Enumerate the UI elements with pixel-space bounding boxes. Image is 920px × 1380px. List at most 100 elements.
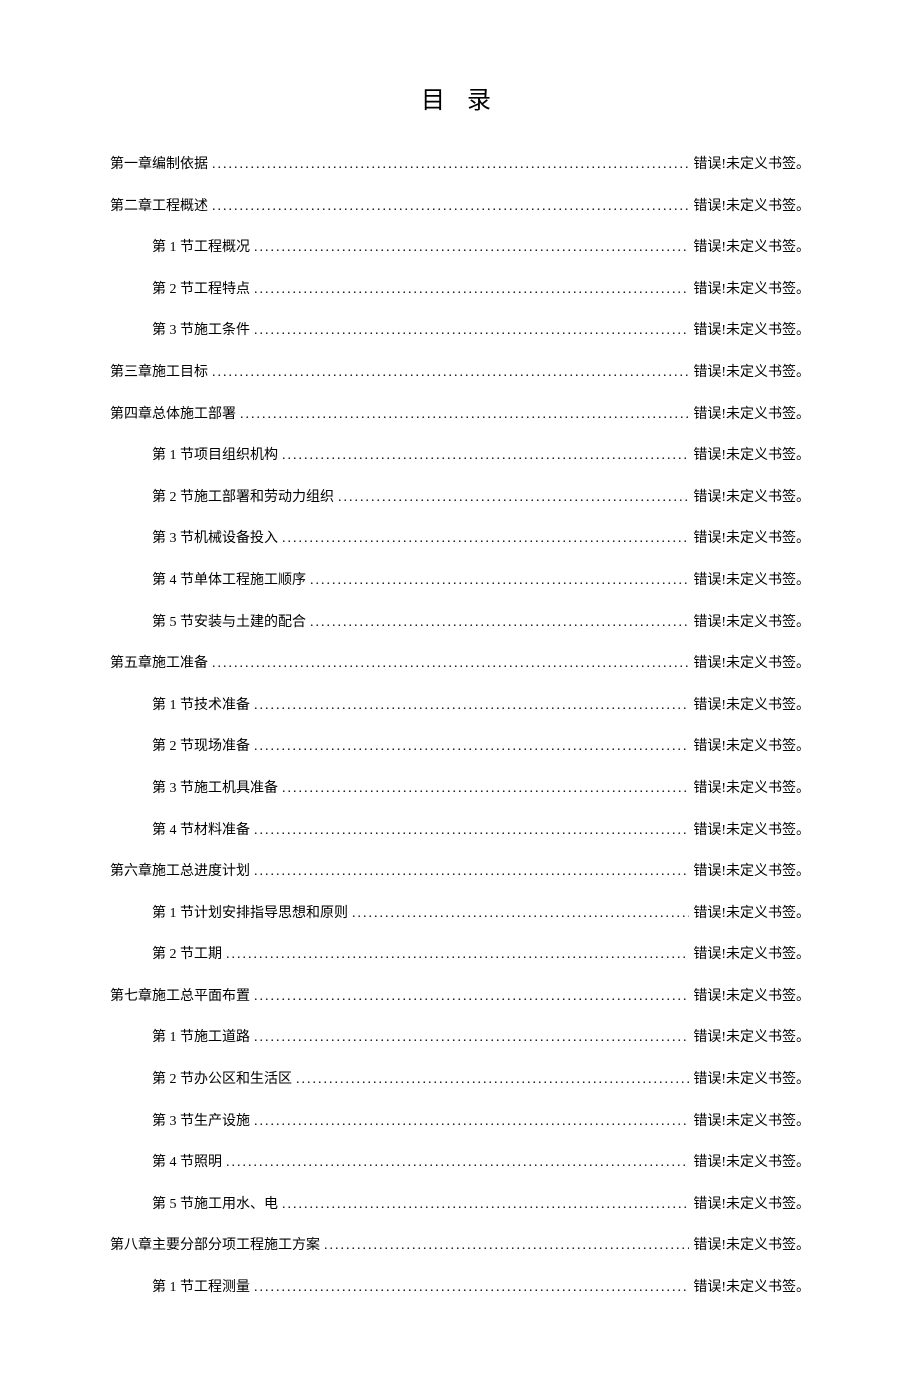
toc-leader-dots (212, 155, 689, 175)
toc-leader-dots (254, 280, 689, 300)
toc-label: 第 3 节施工机具准备 (152, 779, 278, 799)
toc-page-ref: 错误!未定义书签。 (693, 1112, 810, 1132)
toc-label: 第 3 节机械设备投入 (152, 529, 278, 549)
toc-entry: 第 1 节项目组织机构 错误!未定义书签。 (110, 446, 810, 466)
toc-entry: 第 4 节单体工程施工顺序 错误!未定义书签。 (110, 571, 810, 591)
toc-leader-dots (324, 1236, 689, 1256)
toc-label: 第二章工程概述 (110, 197, 208, 217)
toc-page-ref: 错误!未定义书签。 (693, 696, 810, 716)
toc-page-ref: 错误!未定义书签。 (693, 654, 810, 674)
toc-page-ref: 错误!未定义书签。 (693, 945, 810, 965)
toc-label: 第 4 节材料准备 (152, 821, 250, 841)
toc-leader-dots (254, 987, 689, 1007)
toc-entry: 第三章施工目标 错误!未定义书签。 (110, 363, 810, 383)
toc-entry: 第 2 节施工部署和劳动力组织 错误!未定义书签。 (110, 488, 810, 508)
toc-label: 第 1 节工程测量 (152, 1278, 250, 1298)
toc-entry: 第 3 节生产设施 错误!未定义书签。 (110, 1112, 810, 1132)
toc-entry: 第 3 节施工条件 错误!未定义书签。 (110, 321, 810, 341)
toc-entry: 第 5 节安装与土建的配合 错误!未定义书签。 (110, 613, 810, 633)
toc-entry: 第七章施工总平面布置 错误!未定义书签。 (110, 987, 810, 1007)
toc-label: 第三章施工目标 (110, 363, 208, 383)
toc-leader-dots (212, 197, 689, 217)
toc-leader-dots (254, 862, 689, 882)
toc-label: 第 5 节安装与土建的配合 (152, 613, 306, 633)
toc-page-ref: 错误!未定义书签。 (693, 405, 810, 425)
toc-leader-dots (254, 696, 689, 716)
toc-label: 第 1 节施工道路 (152, 1028, 250, 1048)
toc-page-ref: 错误!未定义书签。 (693, 155, 810, 175)
toc-page-ref: 错误!未定义书签。 (693, 987, 810, 1007)
toc-label: 第 2 节施工部署和劳动力组织 (152, 488, 334, 508)
toc-page-ref: 错误!未定义书签。 (693, 1278, 810, 1298)
toc-leader-dots (310, 613, 689, 633)
toc-leader-dots (296, 1070, 689, 1090)
toc-page-ref: 错误!未定义书签。 (693, 488, 810, 508)
toc-label: 第八章主要分部分项工程施工方案 (110, 1236, 320, 1256)
toc-label: 第六章施工总进度计划 (110, 862, 250, 882)
toc-label: 第五章施工准备 (110, 654, 208, 674)
toc-entry: 第 2 节工程特点 错误!未定义书签。 (110, 280, 810, 300)
toc-page-ref: 错误!未定义书签。 (693, 1070, 810, 1090)
toc-page-ref: 错误!未定义书签。 (693, 779, 810, 799)
toc-label: 第 4 节照明 (152, 1153, 222, 1173)
toc-page-ref: 错误!未定义书签。 (693, 529, 810, 549)
toc-leader-dots (282, 1195, 689, 1215)
toc-page-ref: 错误!未定义书签。 (693, 904, 810, 924)
toc-leader-dots (254, 821, 689, 841)
toc-page-ref: 错误!未定义书签。 (693, 613, 810, 633)
toc-entry: 第 1 节工程测量 错误!未定义书签。 (110, 1278, 810, 1298)
toc-entry: 第五章施工准备 错误!未定义书签。 (110, 654, 810, 674)
toc-leader-dots (254, 1028, 689, 1048)
toc-entry: 第二章工程概述错误!未定义书签。 (110, 197, 810, 217)
toc-leader-dots (352, 904, 689, 924)
toc-entry: 第 1 节工程概况错误!未定义书签。 (110, 238, 810, 258)
toc-entry: 第 3 节施工机具准备 错误!未定义书签。 (110, 779, 810, 799)
toc-page-ref: 错误!未定义书签。 (693, 363, 810, 383)
toc-entry: 第 2 节现场准备 错误!未定义书签。 (110, 737, 810, 757)
toc-page-ref: 错误!未定义书签。 (693, 1195, 810, 1215)
toc-leader-dots (282, 446, 689, 466)
toc-page-ref: 错误!未定义书签。 (693, 1236, 810, 1256)
toc-leader-dots (338, 488, 689, 508)
toc-leader-dots (282, 529, 689, 549)
toc-page-ref: 错误!未定义书签。 (693, 238, 810, 258)
toc-label: 第四章总体施工部署 (110, 405, 236, 425)
toc-page-ref: 错误!未定义书签。 (693, 571, 810, 591)
toc-label: 第 3 节生产设施 (152, 1112, 250, 1132)
toc-leader-dots (282, 779, 689, 799)
toc-entry: 第六章施工总进度计划错误!未定义书签。 (110, 862, 810, 882)
toc-label: 第七章施工总平面布置 (110, 987, 250, 1007)
toc-leader-dots (254, 238, 689, 258)
toc-leader-dots (226, 945, 689, 965)
toc-label: 第 1 节计划安排指导思想和原则 (152, 904, 348, 924)
toc-label: 第 5 节施工用水、电 (152, 1195, 278, 1215)
toc-entry: 第 2 节工期错误!未定义书签。 (110, 945, 810, 965)
toc-entry: 第 3 节机械设备投入 错误!未定义书签。 (110, 529, 810, 549)
toc-label: 第 1 节项目组织机构 (152, 446, 278, 466)
toc-leader-dots (254, 321, 689, 341)
toc-page-ref: 错误!未定义书签。 (693, 321, 810, 341)
toc-entry: 第八章主要分部分项工程施工方案 错误!未定义书签。 (110, 1236, 810, 1256)
toc-page-ref: 错误!未定义书签。 (693, 737, 810, 757)
toc-entry: 第 1 节计划安排指导思想和原则 错误!未定义书签。 (110, 904, 810, 924)
toc-page-ref: 错误!未定义书签。 (693, 280, 810, 300)
toc-label: 第一章编制依据 (110, 155, 208, 175)
toc-entry: 第 2 节办公区和生活区错误!未定义书签。 (110, 1070, 810, 1090)
toc-leader-dots (226, 1153, 689, 1173)
toc-page-ref: 错误!未定义书签。 (693, 821, 810, 841)
toc-label: 第 3 节施工条件 (152, 321, 250, 341)
toc-label: 第 4 节单体工程施工顺序 (152, 571, 306, 591)
toc-entry: 第一章编制依据 错误!未定义书签。 (110, 155, 810, 175)
toc-label: 第 2 节工程特点 (152, 280, 250, 300)
toc-label: 第 2 节现场准备 (152, 737, 250, 757)
toc-leader-dots (240, 405, 689, 425)
toc-page-ref: 错误!未定义书签。 (693, 1153, 810, 1173)
toc-leader-dots (212, 654, 689, 674)
toc-leader-dots (254, 1112, 689, 1132)
table-of-contents: 第一章编制依据错误!未定义书签。第二章工程概述错误!未定义书签。第 1 节工程概… (110, 155, 810, 1298)
toc-entry: 第 4 节照明 错误!未定义书签。 (110, 1153, 810, 1173)
toc-entry: 第四章总体施工部署 错误!未定义书签。 (110, 405, 810, 425)
toc-page-ref: 错误!未定义书签。 (693, 446, 810, 466)
toc-entry: 第 1 节技术准备错误!未定义书签。 (110, 696, 810, 716)
toc-leader-dots (310, 571, 689, 591)
